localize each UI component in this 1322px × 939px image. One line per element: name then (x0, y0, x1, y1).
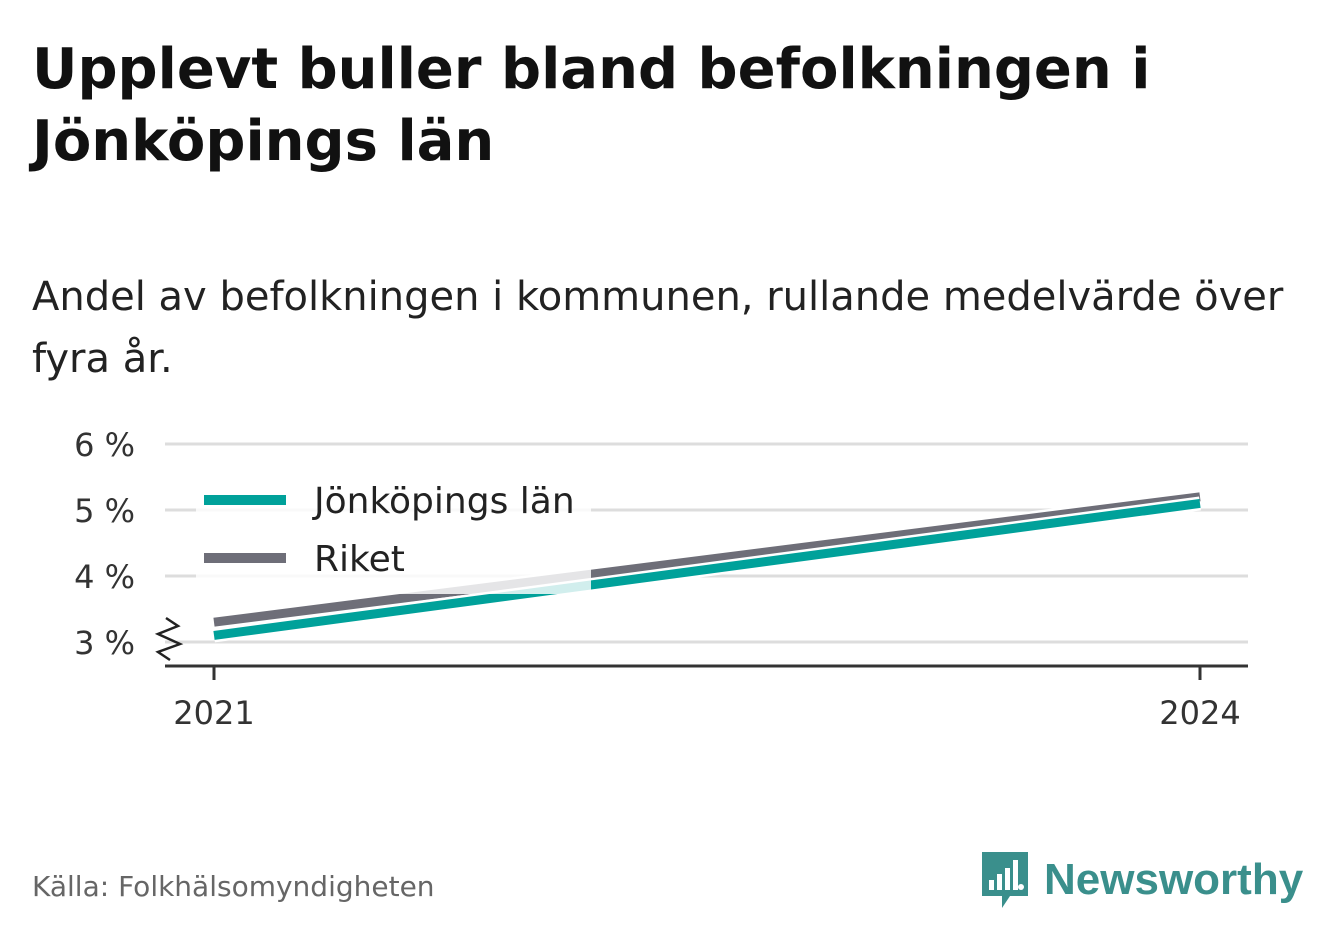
series-line-jonkoping (213, 498, 1201, 640)
y-tick-label: 3 % (74, 624, 135, 662)
y-tick-label: 6 % (74, 426, 135, 464)
y-tick-label: 4 % (74, 558, 135, 596)
chart-title: Upplevt buller bland befolkningen i Jönk… (32, 37, 1151, 174)
legend-label: Jönköpings län (312, 481, 575, 522)
y-tick-labels: 3 % 4 % 5 % 6 % (74, 426, 135, 662)
legend: Jönköpings län Riket (196, 476, 591, 594)
y-tick-label: 5 % (74, 492, 135, 530)
brand-logo: Newsworthy (980, 850, 1303, 910)
legend-label: Riket (314, 539, 405, 580)
x-tick-label: 2021 (173, 694, 254, 732)
newsworthy-logo-icon (982, 852, 1028, 908)
brand-name: Newsworthy (1044, 855, 1304, 904)
x-axis: 2021 2024 (165, 664, 1248, 732)
chart-subtitle: Andel av befolkningen i kommunen, rullan… (32, 274, 1284, 382)
axis-break-icon (154, 616, 184, 662)
x-tick-label: 2024 (1159, 694, 1240, 732)
source-note: Källa: Folkhälsomyndigheten (32, 870, 435, 903)
series-lines (213, 489, 1201, 643)
series-line-riket (213, 492, 1201, 627)
